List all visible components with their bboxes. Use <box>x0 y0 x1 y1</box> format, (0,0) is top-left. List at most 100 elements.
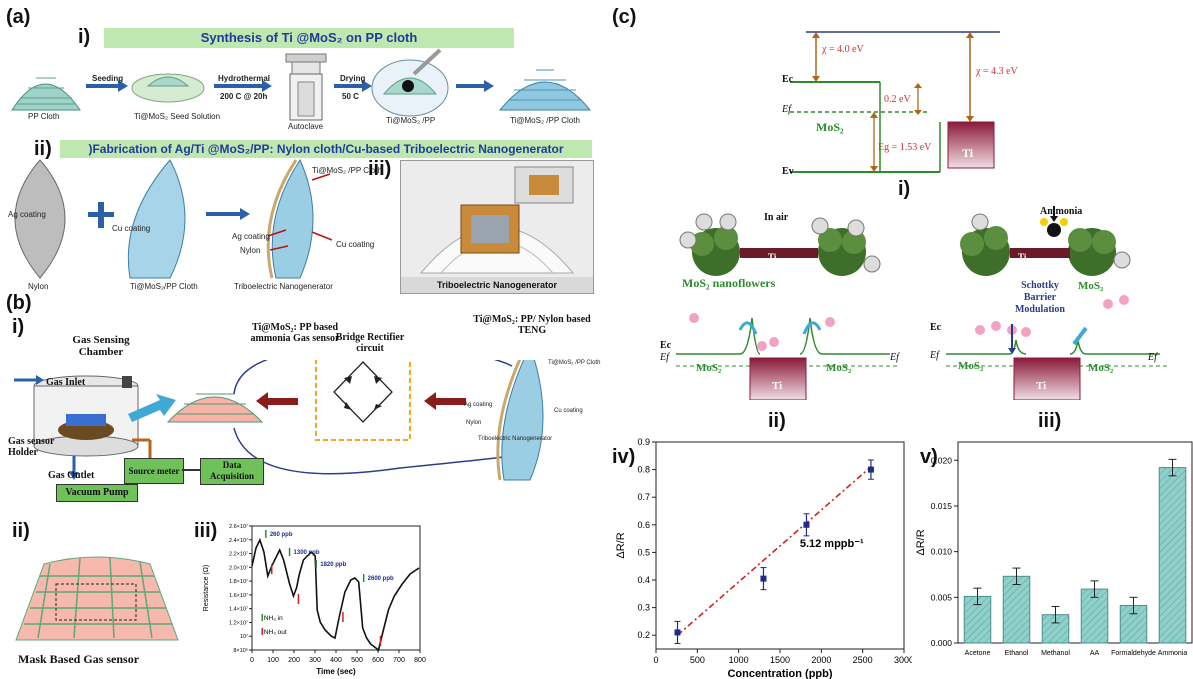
pp-cloth-label: PP Cloth <box>28 112 60 121</box>
mos2-air-right-label: MoS₂ <box>826 362 852 374</box>
drying-temperature: 50 C <box>342 92 359 101</box>
ti-rod-ammonia <box>1010 248 1070 258</box>
ec-air-label: Ec <box>660 340 672 351</box>
panel-a-i-label: i) <box>78 26 91 48</box>
circuit-loop-top <box>233 360 513 395</box>
sens-y-axis-label: ΔR/R <box>615 532 627 558</box>
ev-label: Ev <box>782 166 794 177</box>
panel-c-iii-label: iii) <box>1038 410 1062 432</box>
sel-plot-frame <box>957 441 1193 644</box>
sel-bar <box>1002 575 1031 644</box>
mos2-ammonia-left-label: MoS₂ <box>958 360 984 372</box>
gas-inlet-arrow <box>14 375 44 385</box>
sel-category-label: Formaldehyde <box>1111 650 1156 657</box>
sel-bar <box>1158 467 1187 644</box>
panel-c-letter: (c) <box>612 6 637 28</box>
energy-flow-arrow-2 <box>424 392 466 410</box>
fabrication-banner: )Fabrication of Ag/Ti @MoS₂/PP: Nylon cl… <box>60 140 592 158</box>
teng-photo: Triboelectric Nanogenerator <box>400 160 594 294</box>
sel-bar <box>1080 588 1109 644</box>
nanoflower-ammonia-right-image <box>1068 228 1116 276</box>
nanoflower-ammonia-left-image <box>960 226 1010 276</box>
mask-sensor-illustration <box>15 556 179 641</box>
sens-data-point <box>803 521 810 528</box>
gap-02-label: 0.2 eV <box>884 94 911 105</box>
res-y-tick-label: 2.2×10⁷ <box>229 551 248 558</box>
sensor-holder-label: Gas sensor Holder <box>8 436 55 458</box>
ammonia-mechanism-diagram <box>946 206 1170 400</box>
panel-b-i-label: i) <box>12 316 25 338</box>
teng-b-cu-label: Cu coating <box>554 408 583 414</box>
sens-x-tick-label: 1500 <box>770 655 790 665</box>
sens-annotation: 5.12 mppb⁻¹ <box>800 538 864 550</box>
panel-b-iii-label: iii) <box>194 520 218 542</box>
drying-arrow <box>334 80 372 92</box>
vacuum-pump-box: Vacuum Pump <box>56 484 138 502</box>
panel-c-i-label: i) <box>898 178 911 200</box>
sens-data-point <box>867 466 874 473</box>
ti-mos2-pp-cloth-label: Ti@MoS₂ /PP Cloth <box>510 116 580 125</box>
teng-title-label: Ti@MoS₂: PP/ Nylon based TENG <box>473 314 591 336</box>
nylon-mesh-image <box>14 159 66 279</box>
sens-y-tick-label: 0.4 <box>637 575 650 585</box>
panel-b-ii-label: ii) <box>12 520 30 542</box>
nanoflower-right-image <box>818 228 866 276</box>
res-y-tick-label: 2.6×10⁷ <box>229 523 248 530</box>
sens-x-tick-label: 0 <box>653 655 658 665</box>
ti-mos2-pp-label: Ti@MoS₂ /PP <box>386 116 436 125</box>
panel-c-ii-label: ii) <box>768 410 786 432</box>
chi-ti-label: χ = 4.3 eV <box>976 66 1018 77</box>
sens-y-tick-label: 0.6 <box>637 520 650 530</box>
res-x-tick-label: 800 <box>414 657 426 664</box>
panel-a-iii-label: iii) <box>368 158 392 180</box>
teng-ag-label: Ag coating <box>232 232 270 241</box>
electrons-air <box>689 313 835 351</box>
ec-label: Ec <box>782 74 794 85</box>
res-y-tick-label: 2.0×10⁷ <box>229 564 248 571</box>
teng-b-ti-label: Ti@MoS₂ /PP Cloth <box>548 360 601 366</box>
ti-rod-air <box>740 248 818 258</box>
hydrothermal-label: Hydrothermal <box>218 74 271 83</box>
to-sensor-arrow <box>128 394 176 422</box>
sel-category-label: Ethanol <box>1005 650 1029 657</box>
teng-ti-label: Ti@MoS₂ /PP Cloth <box>312 166 382 175</box>
selectivity-chart: 0.000 0.005 0.010 0.015 0.020 ΔR/R Acetone Etha… <box>915 441 1193 657</box>
mos2-air-left-label: MoS₂ <box>696 362 722 374</box>
drying-label: Drying <box>340 74 366 83</box>
sel-y-tick-label: 0.015 <box>931 501 953 511</box>
synthesis-flow-illustration <box>11 48 592 121</box>
resistance-chart: 0 100 200 300 400 500 600 700 800 2.6×10⁷ 2.4×10⁷ 2… <box>203 523 426 676</box>
cu-coating-label: Cu coating <box>112 224 151 233</box>
sel-category-label: Ammonia <box>1158 650 1188 657</box>
ti-band-label: Ti <box>962 146 974 160</box>
res-annotation: 2600 ppb <box>368 576 394 582</box>
teng-assembly-image <box>271 158 314 279</box>
sensitivity-chart: 0 500 1000 1500 2000 2500 3000 0.2 0.3 0.4 0.5 0.6 0… <box>615 437 912 679</box>
energy-band-diagram <box>790 31 1000 173</box>
bridge-rectifier-box <box>315 360 411 441</box>
fabrication-arrow <box>206 208 250 220</box>
res-x-tick-label: 400 <box>330 657 342 664</box>
ammonia-label: Ammonia <box>1040 206 1083 217</box>
seed-solution-label: Ti@MoS₂ Seed Solution <box>134 112 221 121</box>
gas-sensing-setup-illustration <box>14 360 544 481</box>
ti-mos2-cloth-half-image <box>127 159 186 279</box>
ti-rod-ammonia-label: Ti <box>1018 252 1027 262</box>
sens-y-tick-label: 0.7 <box>637 492 650 502</box>
source-meter-box: Source meter <box>124 458 184 484</box>
sens-y-tick-label: 0.2 <box>637 630 650 640</box>
in-air-mechanism-diagram <box>676 213 900 400</box>
gas-inlet-label: Gas Inlet <box>46 377 86 388</box>
teng-b-ag-label: Ag coating <box>464 402 493 408</box>
teng-photo-caption: Triboelectric Nanogenerator <box>401 277 593 293</box>
teng-photo-image <box>419 166 575 274</box>
res-y-tick-label: 1.8×10⁷ <box>229 578 248 585</box>
res-legend-out: NH₃ out <box>264 629 287 636</box>
sens-y-tick-label: 0.8 <box>637 465 650 475</box>
mos2-band-label: MoS₂ <box>816 120 844 134</box>
mos2-ammonia-label: MoS₂ <box>1078 280 1104 292</box>
teng-b-nylon-label: Nylon <box>466 420 482 426</box>
res-y-tick-label: 1.4×10⁷ <box>229 606 248 613</box>
seeding-label: Seeding <box>92 74 124 83</box>
res-x-tick-label: 0 <box>250 657 254 664</box>
